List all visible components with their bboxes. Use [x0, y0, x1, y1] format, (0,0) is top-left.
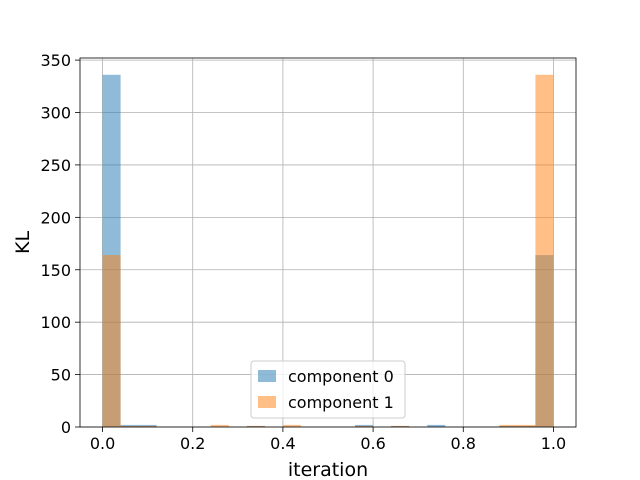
y-axis-label: KL [12, 231, 34, 254]
x-tick-label: 1.0 [541, 434, 566, 453]
y-tick-label: 350 [40, 51, 71, 70]
series-component-1-bars [102, 74, 554, 427]
legend-box [250, 360, 406, 419]
legend: component 0 component 1 [250, 360, 406, 419]
bar-component-1 [120, 425, 139, 427]
y-tick-label: 150 [40, 261, 71, 280]
bar-component-1 [282, 424, 301, 427]
x-axis-ticks: 0.0 0.2 0.4 0.6 0.8 1.0 [90, 427, 566, 453]
legend-swatch-component-1 [258, 396, 276, 408]
x-tick-label: 0.6 [360, 434, 385, 453]
y-tick-label: 0 [61, 418, 71, 437]
x-tick-label: 0.0 [90, 434, 115, 453]
x-tick-label: 0.8 [451, 434, 476, 453]
bar-component-1 [138, 425, 157, 427]
x-axis-label: iteration [288, 459, 368, 480]
y-tick-label: 200 [40, 208, 71, 227]
plot-area-frame [79, 57, 577, 428]
bar-component-1 [102, 255, 121, 427]
x-tick-label: 0.2 [180, 434, 205, 453]
y-tick-label: 100 [40, 313, 71, 332]
bar-component-1 [355, 425, 374, 427]
bar-component-1 [391, 425, 410, 427]
bar-component-1 [517, 424, 536, 427]
x-tick-label: 0.4 [270, 434, 295, 453]
y-tick-label: 50 [51, 366, 71, 385]
y-tick-label: 250 [40, 156, 71, 175]
legend-label-component-0: component 0 [288, 367, 394, 386]
y-tick-label: 300 [40, 104, 71, 123]
bar-component-0 [427, 424, 446, 427]
bar-component-1 [535, 74, 554, 427]
legend-swatch-component-0 [258, 370, 276, 382]
bar-component-1 [210, 424, 229, 427]
legend-label-component-1: component 1 [288, 393, 394, 412]
bar-component-1 [246, 425, 265, 427]
bar-component-1 [499, 424, 518, 427]
grid-lines [80, 58, 576, 428]
y-axis-ticks: 0 50 100 150 200 250 300 350 [40, 51, 80, 437]
